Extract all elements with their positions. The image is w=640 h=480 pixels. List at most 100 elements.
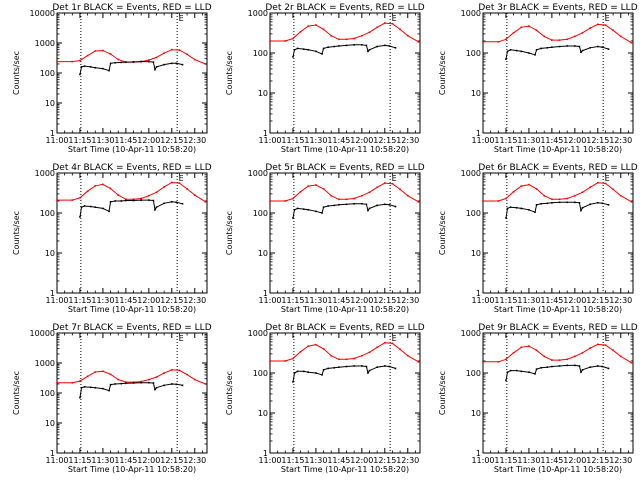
y-tick-label: 10000 (30, 329, 55, 338)
events-data-point (89, 66, 92, 68)
events-data-point (94, 386, 97, 389)
lld-data-point (391, 22, 394, 25)
events-data-point (338, 204, 340, 206)
y-axis-label: Counts/sec (438, 371, 447, 415)
events-data-point (296, 370, 299, 373)
events-data-point (368, 49, 371, 51)
events-data-point (540, 202, 542, 205)
lld-data-point (193, 58, 196, 61)
x-tick-label: 11:15 (494, 296, 517, 305)
events-data-point (302, 208, 305, 210)
panel-title: Det 1r BLACK = Events, RED = LLD (52, 3, 211, 13)
lld-data-point (94, 371, 97, 373)
events-data-point (321, 53, 323, 55)
x-tick-label: 11:15 (494, 136, 517, 145)
y-tick-label: 1 (50, 449, 55, 458)
events-data-point (79, 73, 81, 76)
events-data-point (321, 212, 323, 214)
lld-data-point (299, 30, 302, 33)
x-tick-label: 11:00 (45, 296, 68, 305)
events-series-line (505, 45, 609, 60)
lld-data-point (406, 34, 409, 37)
lld-data-point (482, 41, 484, 43)
lld-data-point (79, 59, 81, 62)
events-data-point (109, 201, 112, 203)
lld-data-point (71, 381, 74, 384)
x-tick-label: 11:15 (281, 456, 304, 465)
lld-data-point (505, 38, 507, 41)
lld-data-point (79, 196, 81, 199)
y-tick-label: 1000 (461, 9, 481, 18)
e-marker-label: E (392, 334, 397, 343)
events-data-point (322, 206, 325, 208)
events-data-point (114, 200, 116, 202)
y-tick-label: 1000 (461, 169, 481, 178)
lld-data-point (551, 198, 553, 201)
events-data-point (528, 209, 530, 211)
events-data-point (102, 207, 104, 210)
lld-data-point (204, 383, 207, 385)
e-marker-label: E (605, 334, 610, 343)
events-data-point (315, 50, 317, 53)
panel-title: Det 7r BLACK = Events, RED = LLD (52, 323, 211, 333)
events-data-point (509, 369, 512, 372)
events-data-point (322, 369, 325, 371)
x-tick-label: 11:30 (91, 296, 114, 305)
lld-data-point (361, 34, 363, 37)
events-data-point (163, 63, 165, 66)
y-axis-label: Counts/sec (12, 51, 21, 95)
events-data-point (89, 205, 92, 208)
lld-data-point (148, 59, 150, 61)
lld-data-point (383, 341, 386, 344)
events-data-point (345, 365, 348, 368)
lld-data-point (140, 380, 142, 383)
events-data-point (566, 201, 568, 204)
lld-data-point (155, 56, 158, 59)
events-data-point (528, 371, 530, 373)
lld-data-point (102, 183, 104, 186)
lld-data-point (86, 190, 89, 193)
events-data-point (140, 60, 142, 63)
events-data-point (181, 202, 184, 205)
y-tick-label: 1 (476, 129, 481, 138)
events-data-point (578, 45, 581, 48)
events-data-point (125, 61, 127, 63)
y-tick-label: 100 (40, 209, 55, 218)
lld-data-point (581, 191, 584, 194)
events-data-point (506, 371, 509, 373)
events-data-point (515, 49, 518, 52)
x-tick-label: 12:30 (183, 296, 206, 305)
events-data-point (140, 381, 142, 384)
x-tick-label: 12:15 (586, 296, 609, 305)
events-data-point (365, 365, 368, 368)
events-data-point (94, 206, 97, 208)
events-data-point (120, 382, 123, 385)
e-marker-label: E (392, 14, 397, 23)
y-tick-label: 1000 (35, 169, 55, 178)
x-axis-label: Start Time (10-Apr-11 10:58:20) (494, 305, 622, 314)
e-marker-label: E (179, 334, 184, 343)
lld-data-point (125, 381, 127, 383)
events-data-point (506, 207, 509, 210)
events-data-point (322, 47, 325, 50)
lld-data-point (186, 188, 188, 190)
y-tick-label: 100 (253, 209, 268, 218)
x-tick-label: 11:45 (540, 136, 563, 145)
lld-data-point (330, 354, 333, 357)
lld-data-point (193, 378, 196, 381)
events-data-point (293, 209, 296, 211)
events-series-line (292, 365, 396, 382)
events-data-point (83, 65, 86, 67)
lld-data-point (109, 373, 112, 376)
lld-data-point (497, 361, 500, 363)
x-tick-label: 11:00 (258, 296, 281, 305)
x-tick-label: 11:15 (68, 136, 91, 145)
panel-det-4r: Det 4r BLACK = Events, RED = LLD 1 10 100 10… (12, 163, 212, 314)
lld-data-point (535, 349, 538, 352)
lld-data-point (512, 190, 515, 193)
x-tick-label: 11:45 (540, 456, 563, 465)
y-tick-label: 1 (50, 289, 55, 298)
events-data-point (152, 199, 155, 202)
events-data-point (540, 47, 542, 50)
events-data-point (79, 216, 81, 218)
